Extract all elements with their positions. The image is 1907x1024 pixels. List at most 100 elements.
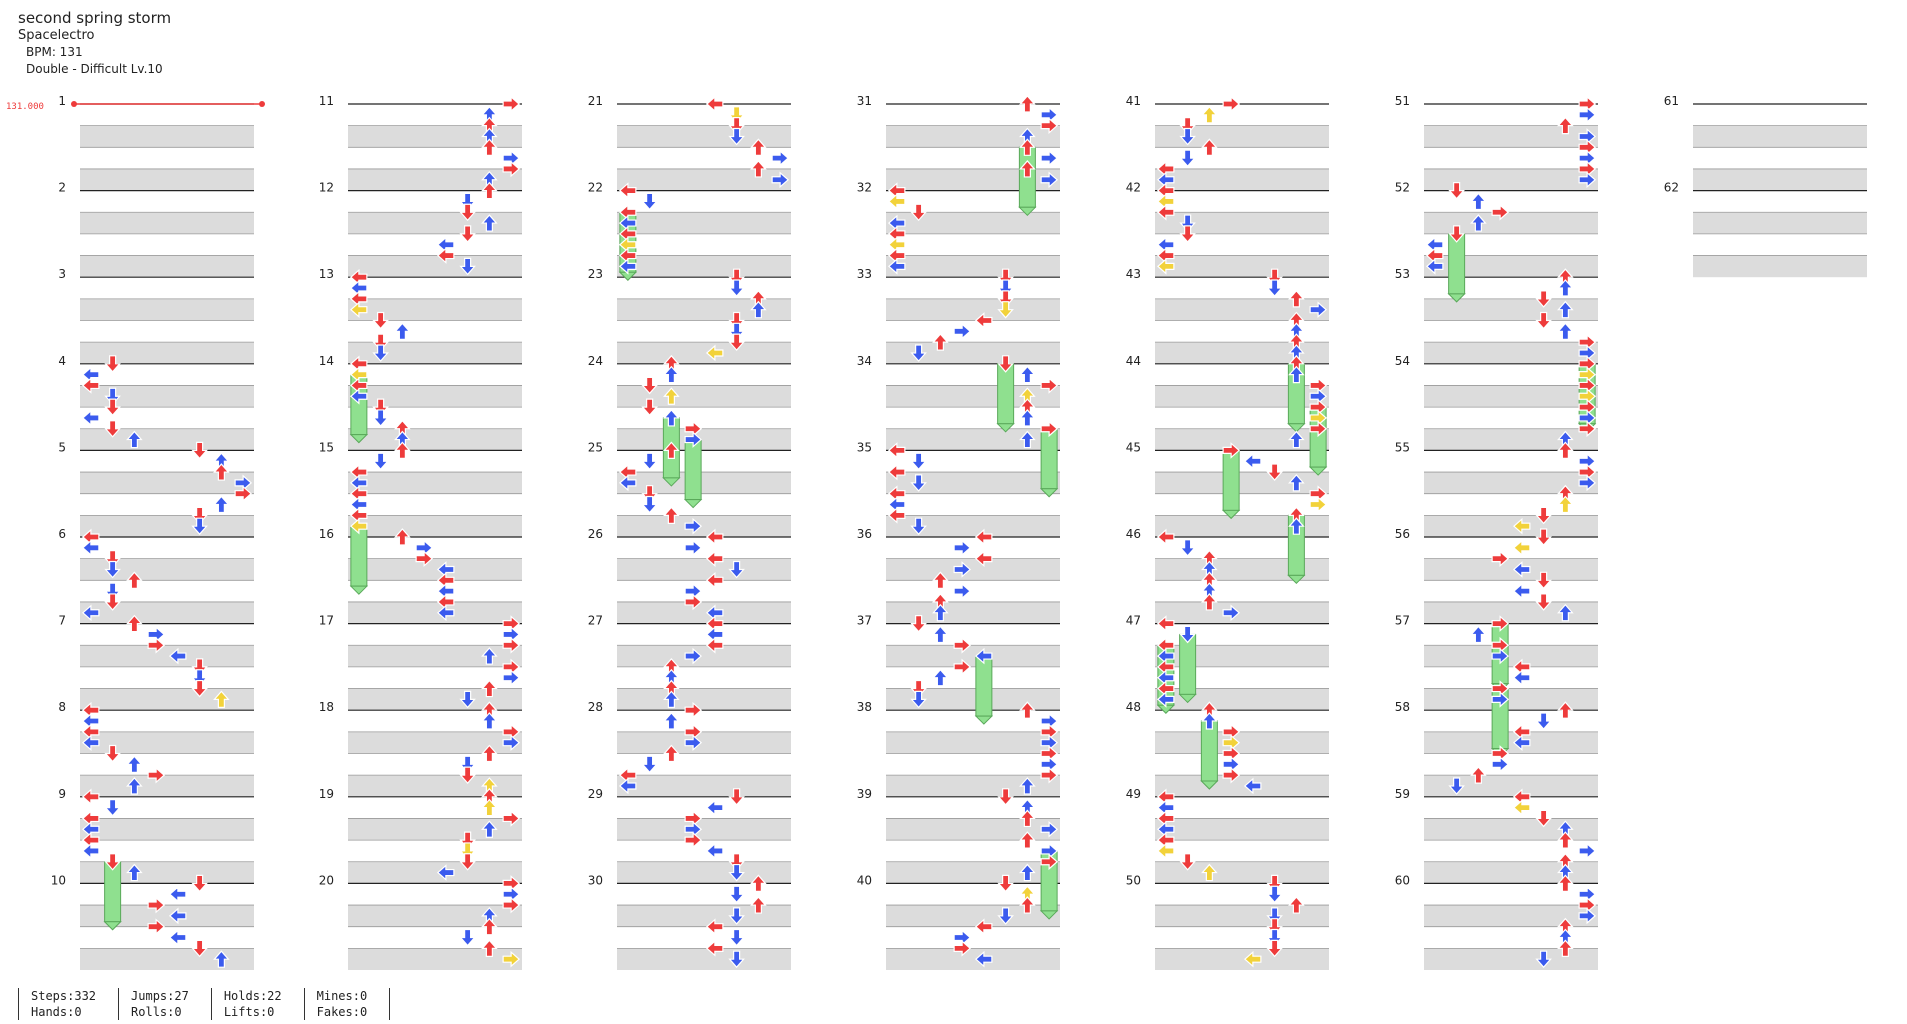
step-arrow-icon (1309, 420, 1328, 438)
beat-stripe (1424, 385, 1598, 408)
beat-stripe (348, 775, 522, 797)
measure-number: 26 (588, 527, 603, 541)
beat-stripe (1424, 948, 1598, 970)
step-arrow-icon (1491, 691, 1510, 708)
beat-stripe (1424, 601, 1598, 624)
step-arrow-icon (974, 550, 993, 567)
step-arrow-icon (394, 322, 411, 340)
measure-number: 55 (1395, 440, 1410, 454)
step-arrow-icon (126, 571, 143, 589)
beat-stripe (617, 558, 791, 581)
step-arrow-icon (1156, 203, 1175, 221)
beat-stripe (80, 558, 254, 581)
step-arrow-icon (1156, 842, 1175, 860)
step-arrow-icon (705, 571, 724, 589)
measure-number: 5 (58, 440, 66, 454)
stat-steps: Steps:332 (31, 989, 97, 1003)
step-arrow-icon (750, 138, 767, 156)
beat-stripe (886, 515, 1060, 537)
step-arrow-icon (1019, 701, 1036, 719)
step-arrow-icon (1179, 225, 1196, 243)
beat-stripe (617, 342, 791, 364)
step-arrow-icon (1019, 365, 1036, 384)
step-arrow-icon (481, 138, 498, 156)
beat-stripe (80, 168, 254, 191)
step-arrow-icon (147, 918, 166, 936)
step-arrow-icon (750, 160, 767, 178)
step-arrow-icon (1448, 777, 1465, 795)
step-arrow-icon (394, 528, 411, 546)
step-arrow-icon (705, 940, 724, 957)
step-arrow-icon (1019, 95, 1036, 113)
beat-stripe (80, 775, 254, 797)
step-arrow-icon (910, 690, 927, 709)
measure-number: 6 (58, 527, 66, 541)
step-arrow-icon (932, 625, 949, 644)
beat-stripe (1424, 168, 1598, 191)
measure-number: 62 (1664, 181, 1679, 195)
beat-stripe (886, 905, 1060, 927)
measure-number: 24 (588, 354, 603, 368)
hold-bar (684, 439, 702, 501)
hold-end (1018, 206, 1037, 217)
step-arrow-icon (684, 593, 703, 611)
step-arrow-icon (502, 160, 521, 178)
step-arrow-icon (1288, 473, 1305, 492)
step-arrow-icon (887, 193, 906, 210)
step-arrow-icon (705, 636, 724, 654)
step-arrow-icon (997, 874, 1014, 893)
step-arrow-icon (1512, 799, 1531, 816)
measure-number: 3 (58, 267, 66, 281)
step-arrow-icon (104, 420, 121, 438)
step-arrow-icon (502, 669, 521, 687)
step-arrow-icon (1040, 766, 1059, 784)
step-arrow-icon (81, 604, 100, 622)
step-arrow-icon (191, 517, 208, 536)
step-arrow-icon (1288, 896, 1305, 914)
step-arrow-icon (997, 788, 1014, 806)
step-arrow-icon (191, 441, 208, 460)
step-arrow-icon (126, 430, 143, 449)
step-arrow-icon (1040, 820, 1059, 838)
step-arrow-icon (372, 344, 389, 362)
step-arrow-icon (728, 950, 745, 969)
beat-stripe (348, 905, 522, 927)
step-arrow-icon (1491, 647, 1510, 665)
beat-stripe (80, 298, 254, 321)
step-arrow-icon (1019, 863, 1036, 882)
step-arrow-icon (459, 690, 476, 709)
step-arrow-icon (81, 842, 100, 860)
hold-end (1447, 293, 1466, 303)
beat-stripe (1155, 385, 1329, 408)
beat-stripe (617, 601, 791, 624)
step-arrow-icon (1179, 539, 1196, 557)
hold-bar (997, 363, 1015, 425)
beat-stripe (1155, 428, 1329, 451)
measure-number: 37 (857, 614, 872, 628)
measure-number: 59 (1395, 787, 1410, 801)
step-arrow-icon (641, 376, 658, 395)
step-arrow-icon (502, 810, 521, 827)
step-arrow-icon (1557, 441, 1574, 459)
step-arrow-icon (1019, 138, 1036, 156)
beat-stripe (617, 818, 791, 841)
step-arrow-icon (953, 636, 972, 654)
step-arrow-icon (1243, 777, 1262, 795)
measure-number: 14 (319, 354, 334, 368)
measure-number: 60 (1395, 873, 1410, 887)
step-arrow-icon (997, 301, 1014, 319)
step-arrow-icon (932, 571, 949, 589)
beat-stripe (617, 688, 791, 711)
beat-stripe (80, 515, 254, 537)
step-arrow-icon (1222, 442, 1241, 459)
step-arrow-icon (953, 561, 972, 578)
step-arrow-icon (887, 258, 906, 275)
beat-stripe (348, 255, 522, 278)
step-arrow-icon (974, 647, 993, 665)
measure-number: 50 (1126, 873, 1141, 887)
beat-stripe (1424, 558, 1598, 581)
beat-stripe (1155, 472, 1329, 494)
stat-hands: Hands:0 (31, 1005, 82, 1019)
step-arrow-icon (126, 863, 143, 882)
stat-fakes: Fakes:0 (316, 1005, 368, 1019)
